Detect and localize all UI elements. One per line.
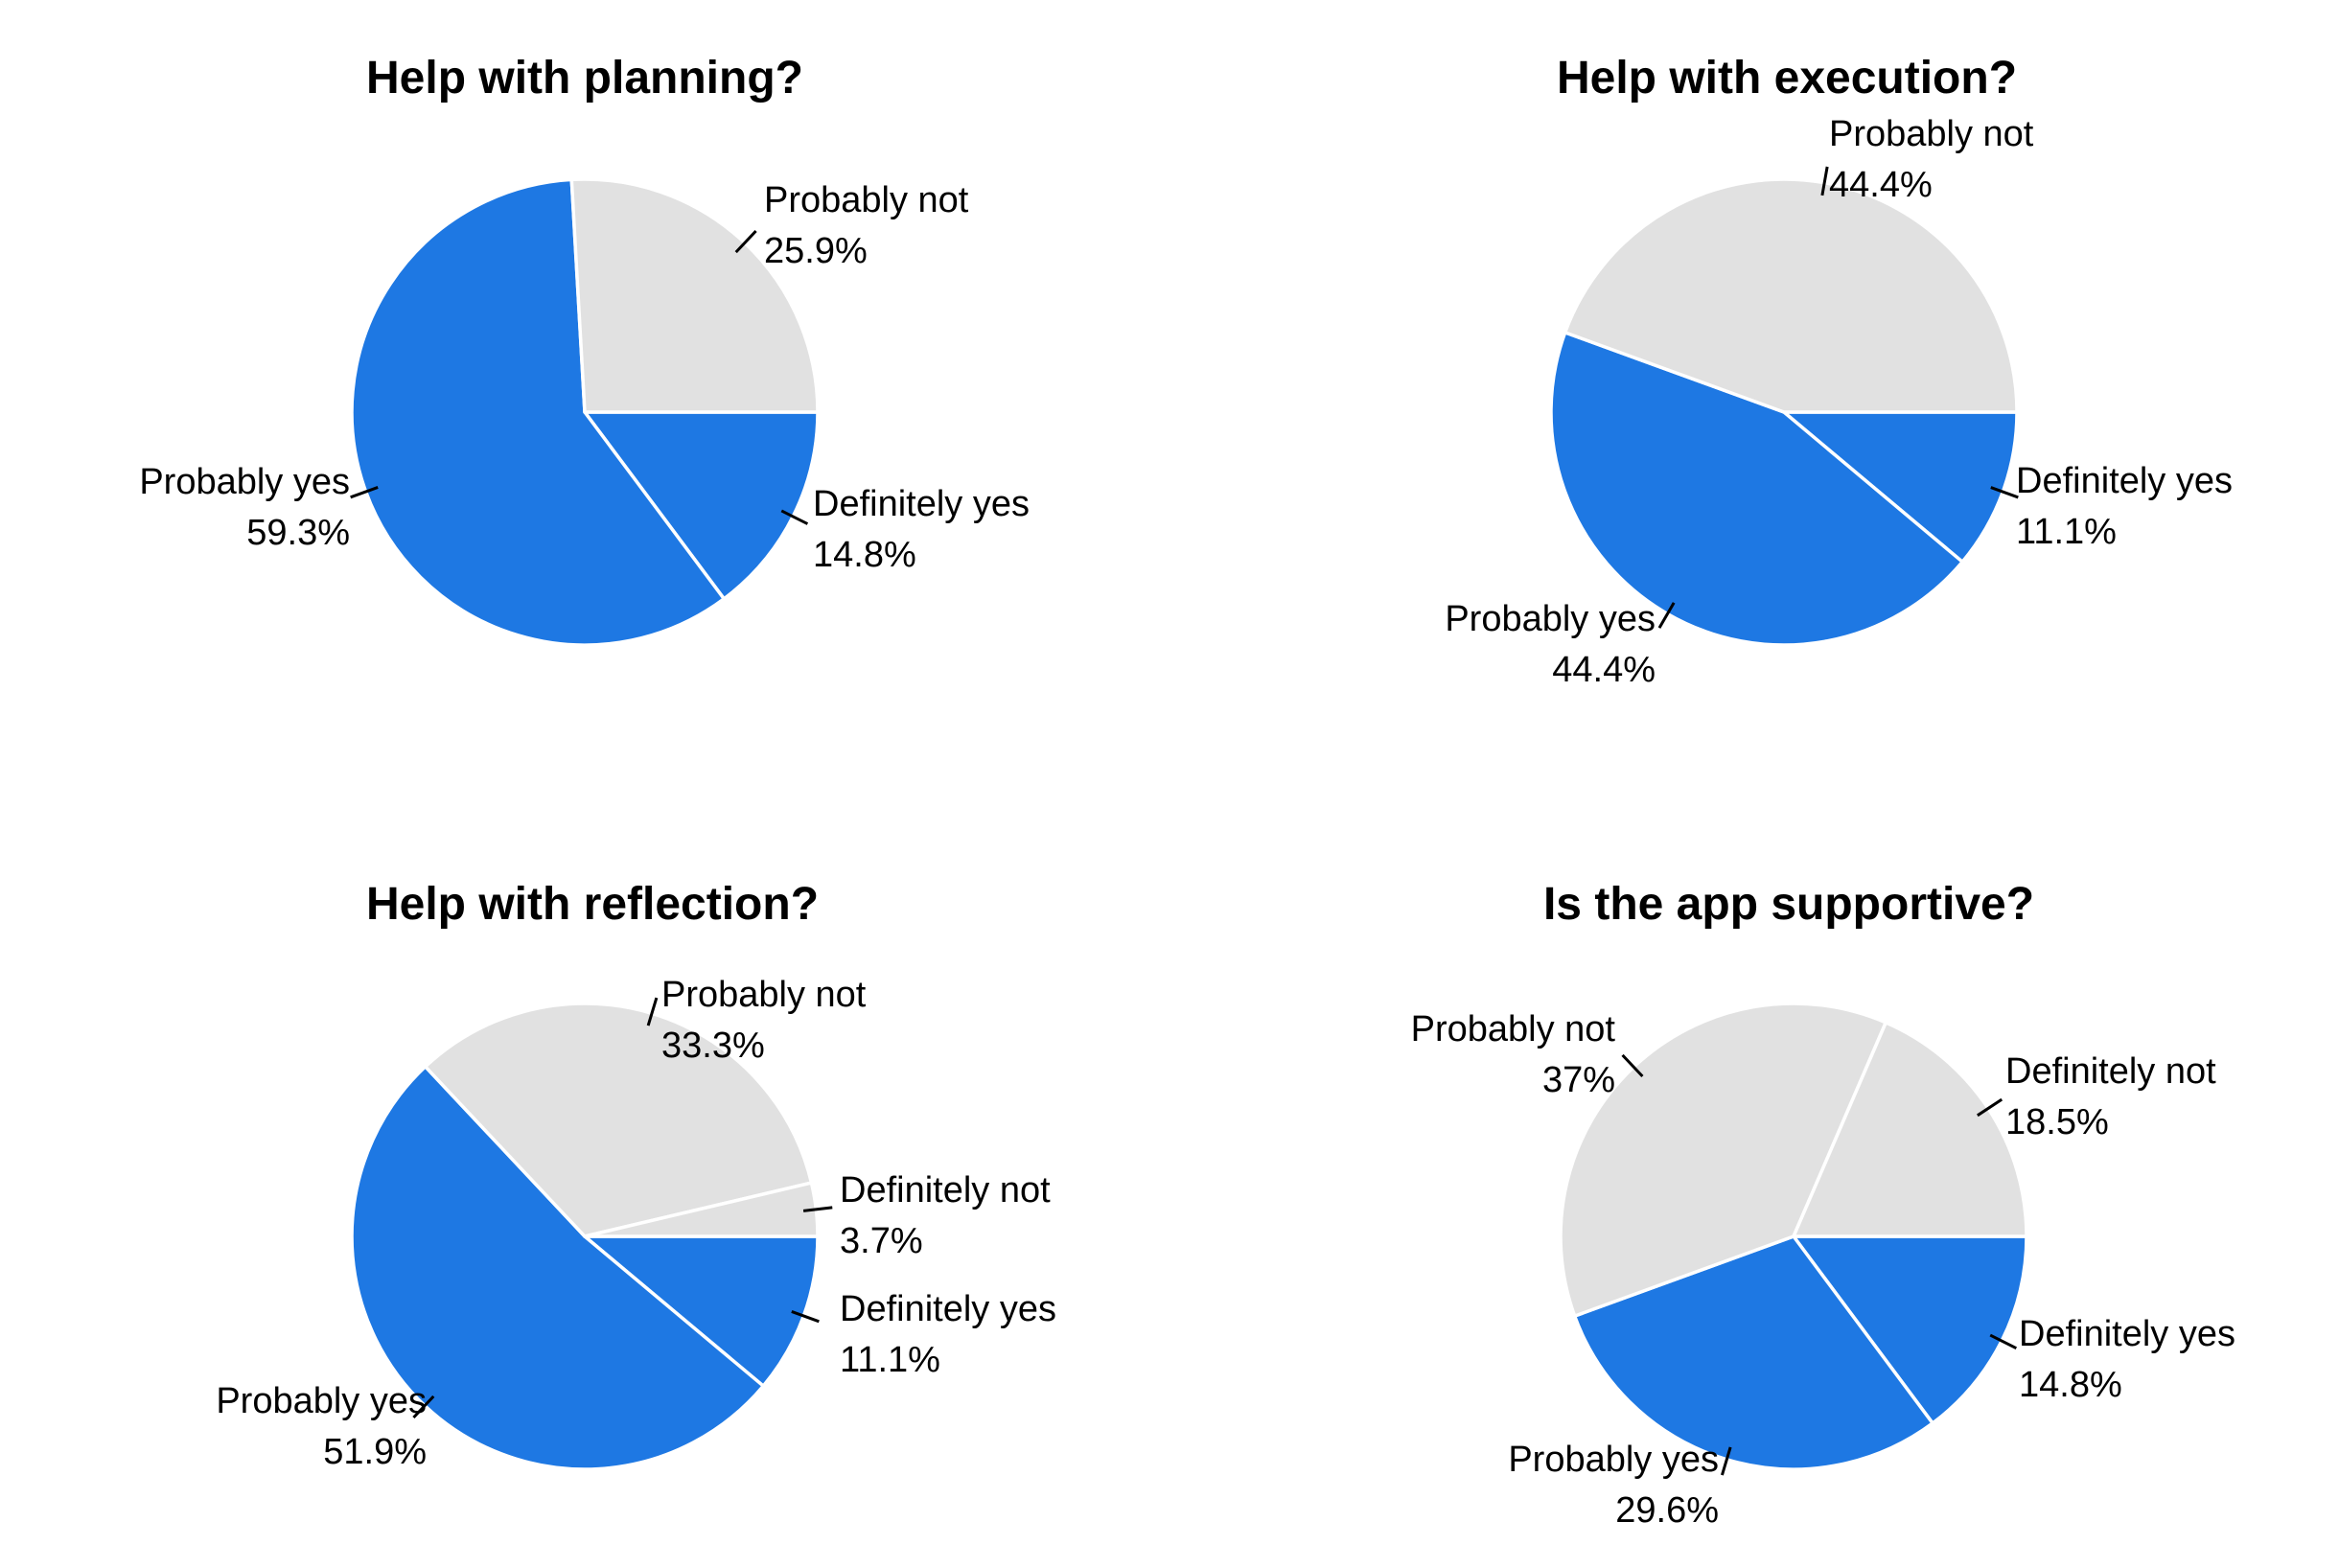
slice-label-probably-not: Probably not 37% bbox=[1411, 1004, 1615, 1106]
slice-label-percent: 11.1% bbox=[2016, 512, 2117, 552]
slice-label-percent: 11.1% bbox=[840, 1340, 940, 1380]
slice-label-definitely-yes: Definitely yes 14.8% bbox=[2019, 1309, 2235, 1411]
slice-label-name: Probably yes bbox=[216, 1381, 427, 1421]
slice-label-probably-yes: Probably yes 51.9% bbox=[216, 1376, 427, 1478]
slice-label-name: Definitely yes bbox=[2016, 461, 2233, 501]
slice-label-probably-yes: Probably yes 59.3% bbox=[139, 457, 350, 559]
slice-label-percent: 33.3% bbox=[661, 1026, 765, 1066]
pie bbox=[350, 997, 833, 1471]
chart-title: Help with execution? bbox=[1556, 53, 2018, 104]
slice-label-definitely-not: Definitely not 3.7% bbox=[840, 1165, 1051, 1267]
slice-label-name: Definitely not bbox=[840, 1170, 1051, 1211]
chart-title: Help with planning? bbox=[366, 53, 803, 104]
leader-line-definitely-not bbox=[802, 1206, 833, 1212]
slice-label-name: Probably not bbox=[661, 975, 867, 1015]
chart-title: Help with reflection? bbox=[365, 879, 820, 930]
slice-label-percent: 44.4% bbox=[1552, 650, 1656, 690]
slice-label-percent: 37% bbox=[1541, 1060, 1615, 1100]
leader-line-definitely-yes bbox=[791, 1310, 820, 1324]
leader-line-probably-not bbox=[646, 997, 659, 1026]
leader-line-definitely-yes bbox=[1990, 486, 2019, 499]
chart-title: Is the app supportive? bbox=[1542, 879, 2035, 930]
leader-line-definitely-not bbox=[1977, 1097, 2003, 1118]
slice-label-probably-not: Probably not 44.4% bbox=[1829, 109, 2033, 211]
leader-line-probably-yes bbox=[412, 1395, 435, 1419]
slice-label-definitely-yes: Definitely yes 11.1% bbox=[2016, 456, 2233, 558]
slice-label-percent: 3.7% bbox=[840, 1221, 923, 1261]
leader-line-definitely-yes bbox=[780, 509, 809, 525]
slice-label-name: Probably not bbox=[764, 180, 969, 220]
slice-label-name: Probably yes bbox=[1445, 599, 1656, 639]
pie bbox=[1549, 166, 2019, 647]
slice-label-percent: 14.8% bbox=[2019, 1365, 2122, 1405]
leader-line-probably-yes bbox=[1657, 602, 1676, 629]
slice-label-percent: 29.6% bbox=[1615, 1490, 1719, 1531]
slice-label-name: Probably yes bbox=[1508, 1440, 1719, 1480]
slice-label-name: Definitely yes bbox=[2019, 1314, 2235, 1354]
slice-label-name: Probably not bbox=[1829, 114, 2034, 154]
slice-label-percent: 18.5% bbox=[2005, 1102, 2109, 1142]
slice-label-definitely-yes: Definitely yes 14.8% bbox=[813, 479, 1030, 581]
slice-label-probably-yes: Probably yes 44.4% bbox=[1445, 594, 1656, 696]
slice-label-name: Probably yes bbox=[139, 462, 350, 502]
leader-line-probably-not bbox=[1820, 166, 1829, 196]
leader-line-probably-yes bbox=[350, 486, 379, 499]
leader-line-probably-not bbox=[734, 229, 757, 254]
slice-label-percent: 25.9% bbox=[764, 231, 868, 271]
slice-label-percent: 59.3% bbox=[246, 513, 350, 553]
pie bbox=[350, 177, 820, 647]
slice-label-percent: 44.4% bbox=[1829, 165, 1933, 205]
leader-line-definitely-yes bbox=[1989, 1333, 2018, 1350]
slice-label-percent: 14.8% bbox=[813, 535, 916, 575]
leader-line-probably-yes bbox=[1720, 1446, 1732, 1476]
slice-label-probably-yes: Probably yes 29.6% bbox=[1508, 1435, 1719, 1536]
slice-label-probably-not: Probably not 33.3% bbox=[661, 970, 866, 1072]
slice-label-percent: 51.9% bbox=[323, 1432, 427, 1472]
slice-label-name: Definitely yes bbox=[840, 1289, 1056, 1329]
slice-label-name: Definitely yes bbox=[813, 484, 1030, 524]
slice-label-definitely-not: Definitely not 18.5% bbox=[2005, 1047, 2216, 1148]
leader-line-probably-not bbox=[1621, 1053, 1644, 1077]
slice-label-name: Definitely not bbox=[2005, 1051, 2216, 1092]
slice-label-probably-not: Probably not 25.9% bbox=[764, 175, 968, 277]
slice-label-name: Probably not bbox=[1410, 1009, 1615, 1049]
pie bbox=[1559, 1002, 2028, 1476]
slice-label-definitely-yes: Definitely yes 11.1% bbox=[840, 1284, 1056, 1386]
